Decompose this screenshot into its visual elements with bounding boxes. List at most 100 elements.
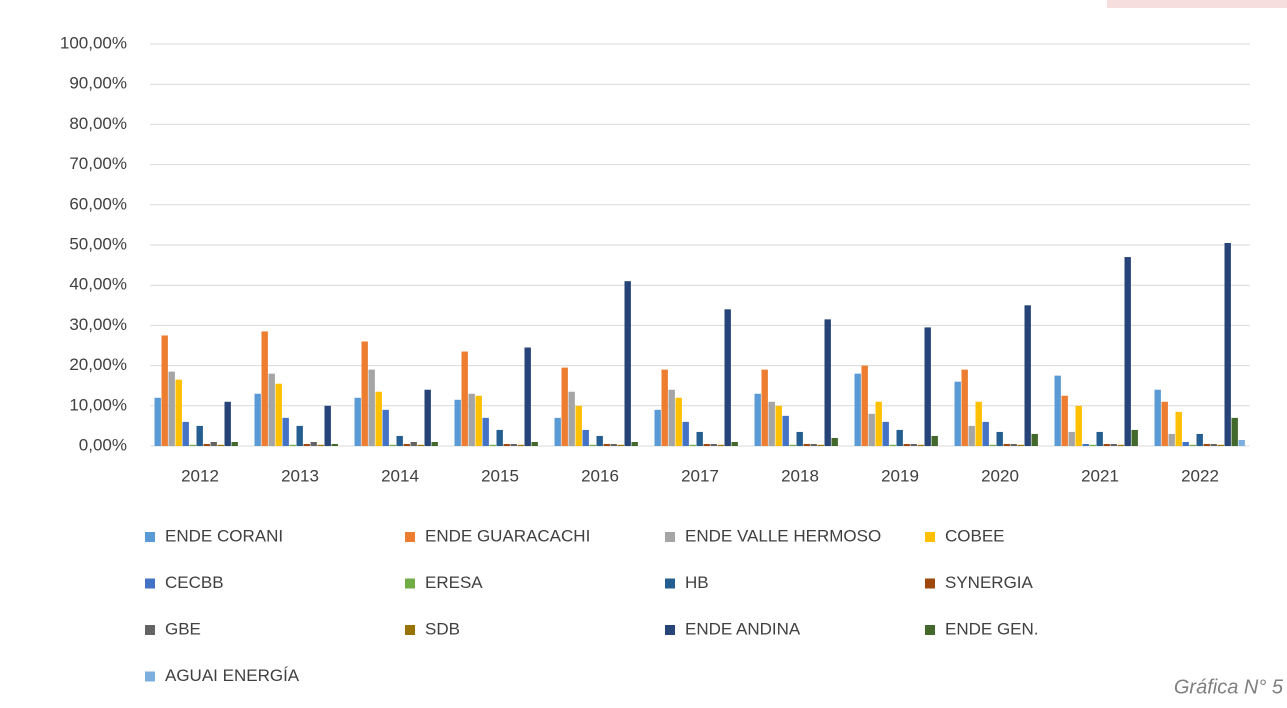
- legend-swatch: [145, 671, 155, 682]
- legend-label: HB: [685, 573, 709, 592]
- x-tick-label: 2020: [981, 466, 1019, 485]
- bar: [361, 341, 368, 446]
- bar: [861, 365, 868, 446]
- bar: [231, 441, 238, 446]
- bar: [1103, 443, 1110, 446]
- bar: [1203, 443, 1210, 446]
- x-tick-label: 2021: [1081, 466, 1119, 485]
- bar: [854, 373, 861, 446]
- bar: [831, 437, 838, 446]
- y-tick-label: 70,00%: [69, 154, 127, 173]
- legend-label: AGUAI ENERGÍA: [165, 666, 300, 685]
- bar: [489, 444, 496, 446]
- bar: [1110, 443, 1117, 446]
- bar: [1217, 444, 1224, 446]
- bar: [482, 417, 489, 446]
- bar: [917, 444, 924, 446]
- bar: [568, 391, 575, 446]
- bar: [689, 444, 696, 446]
- bar: [524, 347, 531, 446]
- bar: [1168, 433, 1175, 446]
- bar: [175, 379, 182, 446]
- legend-label: ENDE CORANI: [165, 526, 283, 545]
- x-tick-label: 2014: [381, 466, 419, 485]
- bar: [617, 444, 624, 446]
- bar: [317, 444, 324, 446]
- bar: [1124, 257, 1131, 446]
- bar: [1182, 441, 1189, 446]
- bar: [996, 431, 1003, 446]
- bar: [1010, 443, 1017, 446]
- bar: [275, 383, 282, 446]
- legend-label: ENDE GUARACACHI: [425, 526, 590, 545]
- bar: [1131, 429, 1138, 446]
- legend-swatch: [925, 532, 935, 542]
- bar: [268, 373, 275, 446]
- x-tick-label: 2013: [281, 466, 319, 485]
- bar: [289, 444, 296, 446]
- x-tick-label: 2012: [181, 466, 219, 485]
- y-tick-label: 0,00%: [79, 435, 127, 454]
- bar: [754, 393, 761, 446]
- y-tick-label: 50,00%: [69, 234, 127, 253]
- bar: [1175, 411, 1182, 446]
- bar: [431, 441, 438, 446]
- bar: [354, 397, 361, 446]
- bar: [603, 443, 610, 446]
- bar: [417, 444, 424, 446]
- legend-swatch: [925, 625, 935, 635]
- corner-decoration: [1107, 0, 1287, 8]
- bar: [924, 327, 931, 446]
- bar: [261, 331, 268, 446]
- bar: [682, 421, 689, 446]
- bar: [168, 371, 175, 446]
- bar: [975, 401, 982, 446]
- bar: [968, 425, 975, 446]
- bar: [1082, 443, 1089, 446]
- bar: [961, 369, 968, 446]
- bar: [775, 405, 782, 446]
- bar: [1075, 405, 1082, 446]
- legend-swatch: [145, 578, 155, 589]
- bar: [517, 444, 524, 446]
- bar: [189, 444, 196, 446]
- y-tick-label: 20,00%: [69, 355, 127, 374]
- bar: [817, 444, 824, 446]
- x-tick-label: 2016: [581, 466, 619, 485]
- bar: [331, 443, 338, 446]
- bar: [1096, 431, 1103, 446]
- bar: [410, 441, 417, 446]
- bar: [510, 443, 517, 446]
- legend-label: SYNERGIA: [945, 573, 1034, 592]
- y-tick-label: 30,00%: [69, 315, 127, 334]
- legend-swatch: [145, 625, 155, 635]
- bar: [654, 409, 661, 446]
- bar: [154, 397, 161, 446]
- legend-label: ENDE VALLE HERMOSO: [685, 526, 881, 545]
- y-tick-label: 90,00%: [69, 74, 127, 93]
- bar: [724, 309, 731, 446]
- bar: [1031, 433, 1038, 446]
- bar: [931, 435, 938, 446]
- bar: [575, 405, 582, 446]
- bar: [696, 431, 703, 446]
- bar: [875, 401, 882, 446]
- bar: [768, 401, 775, 446]
- bar: [475, 395, 482, 446]
- bar: [803, 443, 810, 446]
- x-tick-label: 2019: [881, 466, 919, 485]
- bar: [782, 415, 789, 446]
- legend-label: SDB: [425, 619, 460, 638]
- bar: [296, 425, 303, 446]
- bar: [824, 319, 831, 446]
- bar: [375, 391, 382, 446]
- legend-label: ERESA: [425, 573, 483, 592]
- bar: [631, 441, 638, 446]
- bar: [1161, 401, 1168, 446]
- bar: [903, 443, 910, 446]
- bar: [468, 393, 475, 446]
- bar: [668, 389, 675, 446]
- bar: [554, 417, 561, 446]
- bar: [503, 443, 510, 446]
